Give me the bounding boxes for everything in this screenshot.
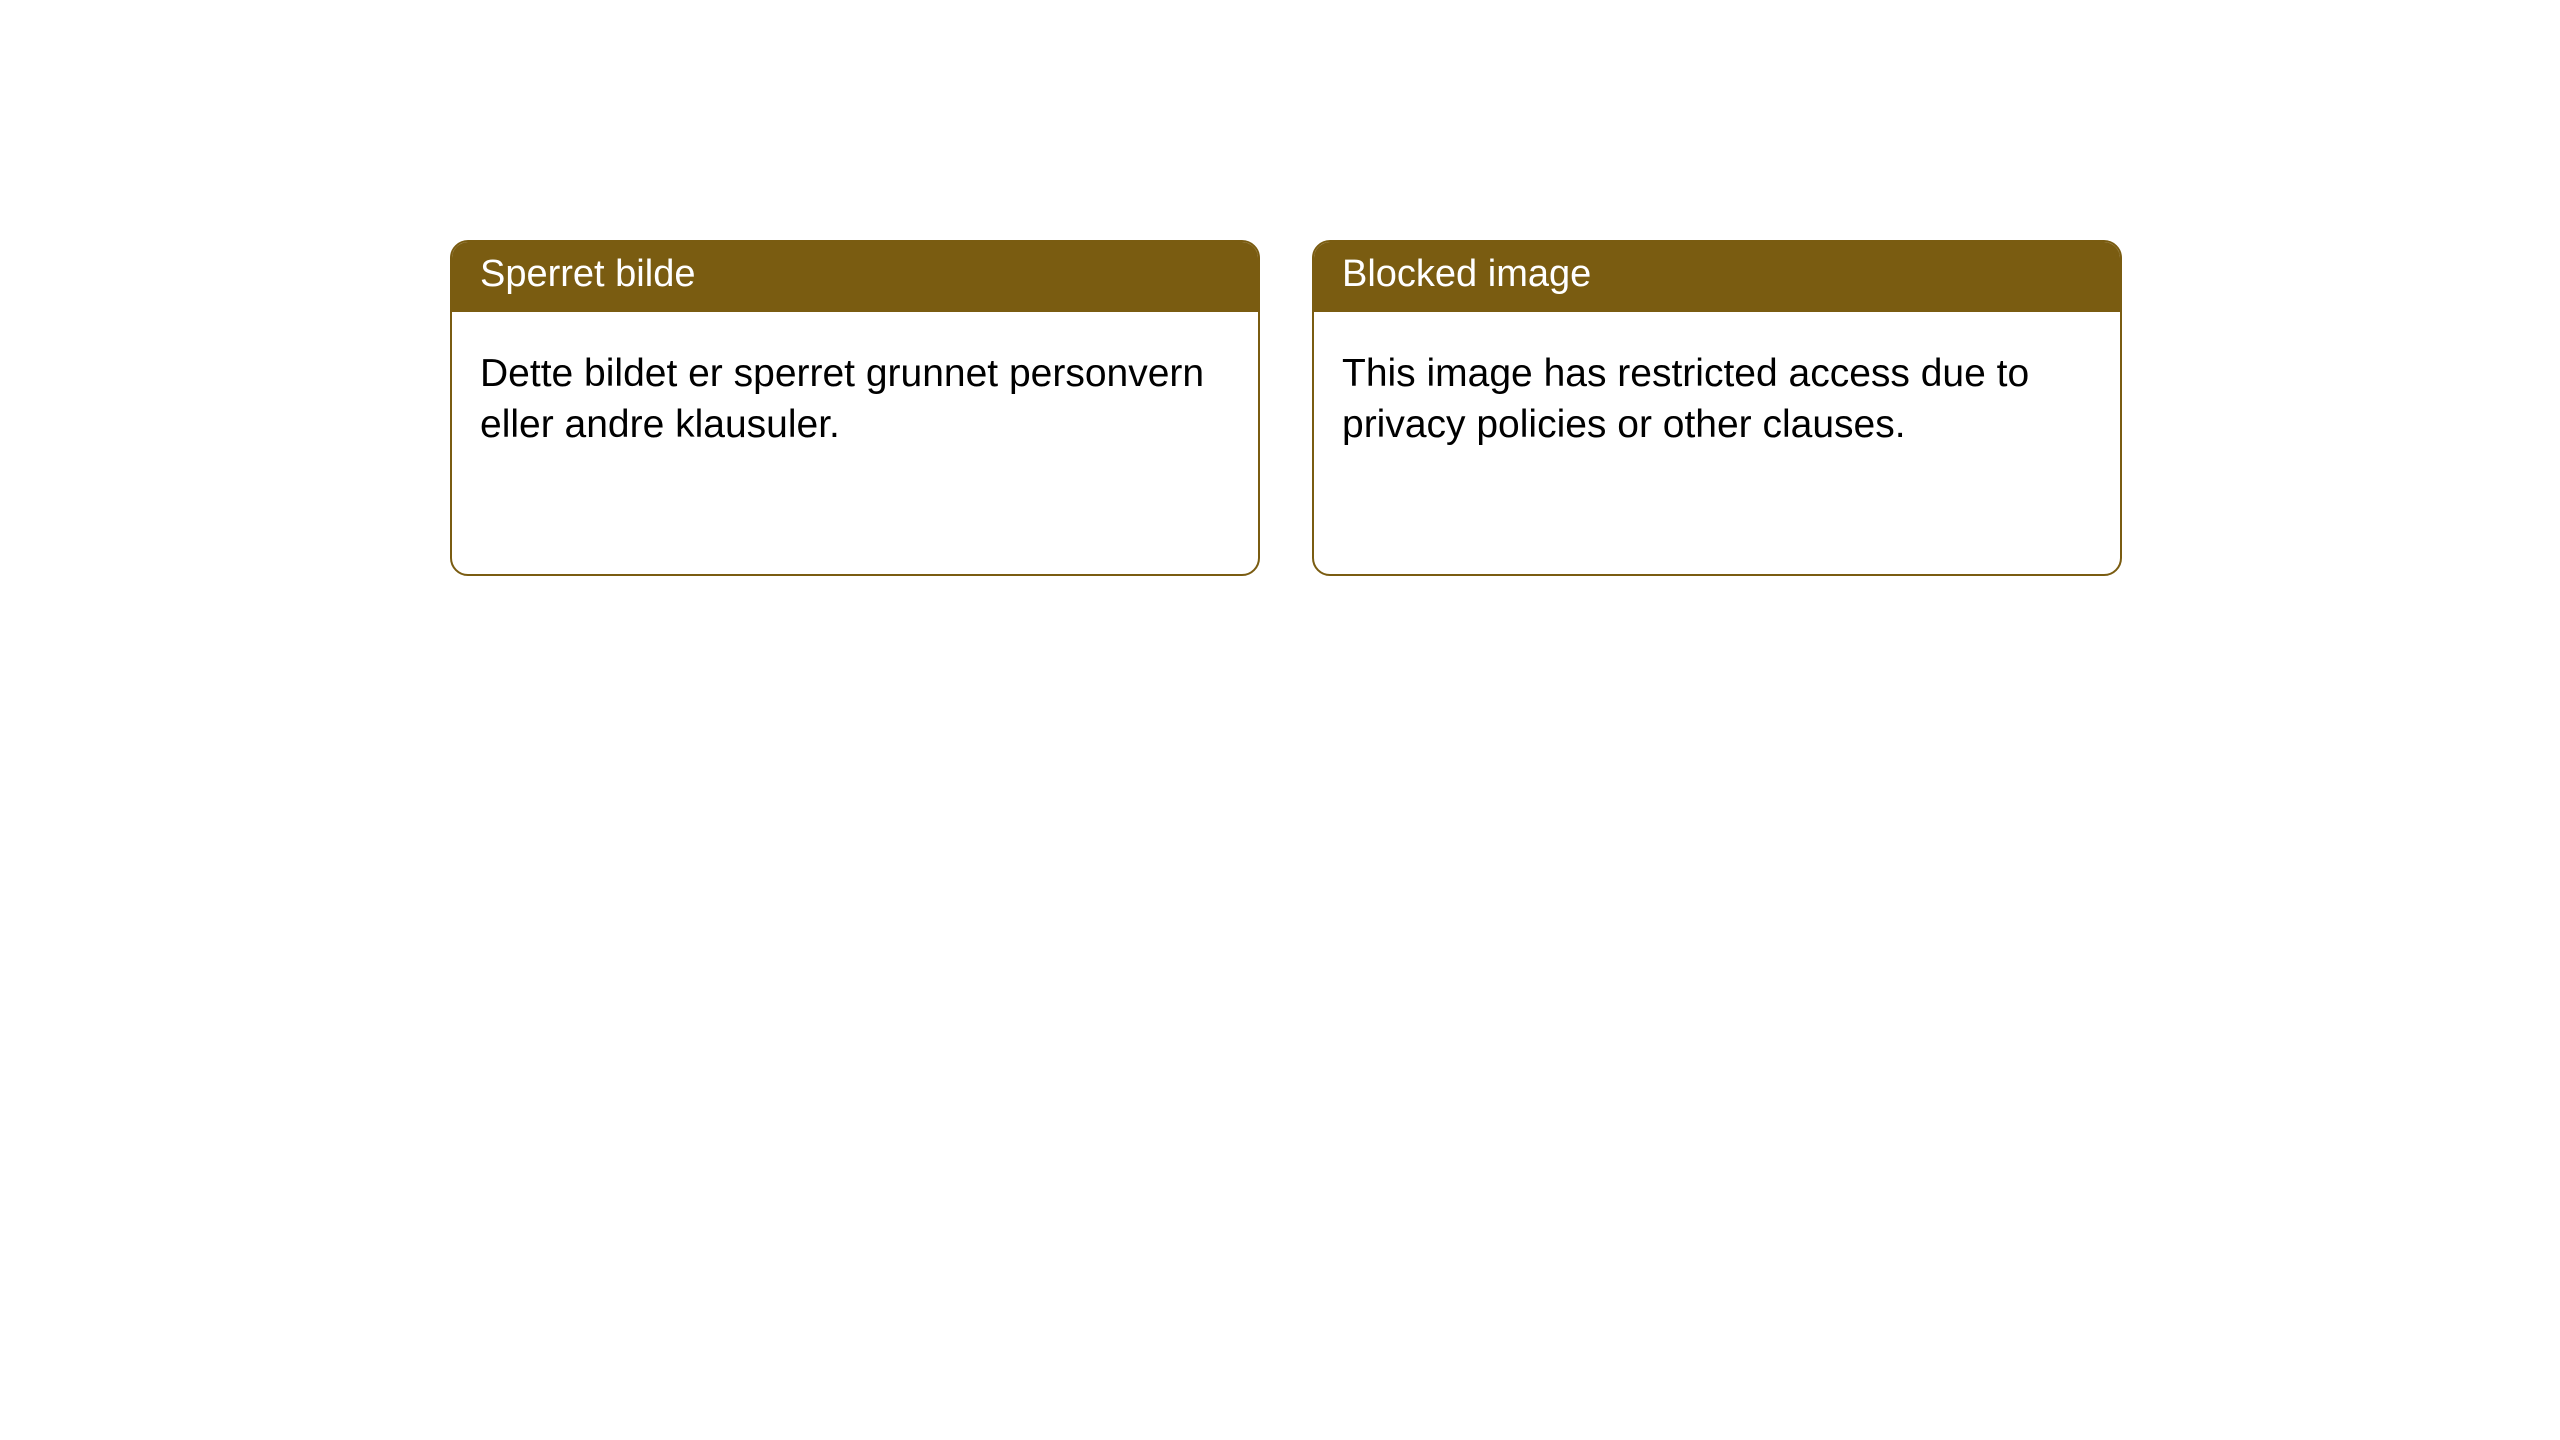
notice-body: Dette bildet er sperret grunnet personve…: [452, 312, 1258, 487]
notice-card-english: Blocked image This image has restricted …: [1312, 240, 2122, 576]
notice-container: Sperret bilde Dette bildet er sperret gr…: [0, 0, 2560, 576]
notice-body: This image has restricted access due to …: [1314, 312, 2120, 487]
notice-card-norwegian: Sperret bilde Dette bildet er sperret gr…: [450, 240, 1260, 576]
notice-title: Blocked image: [1314, 242, 2120, 312]
notice-title: Sperret bilde: [452, 242, 1258, 312]
